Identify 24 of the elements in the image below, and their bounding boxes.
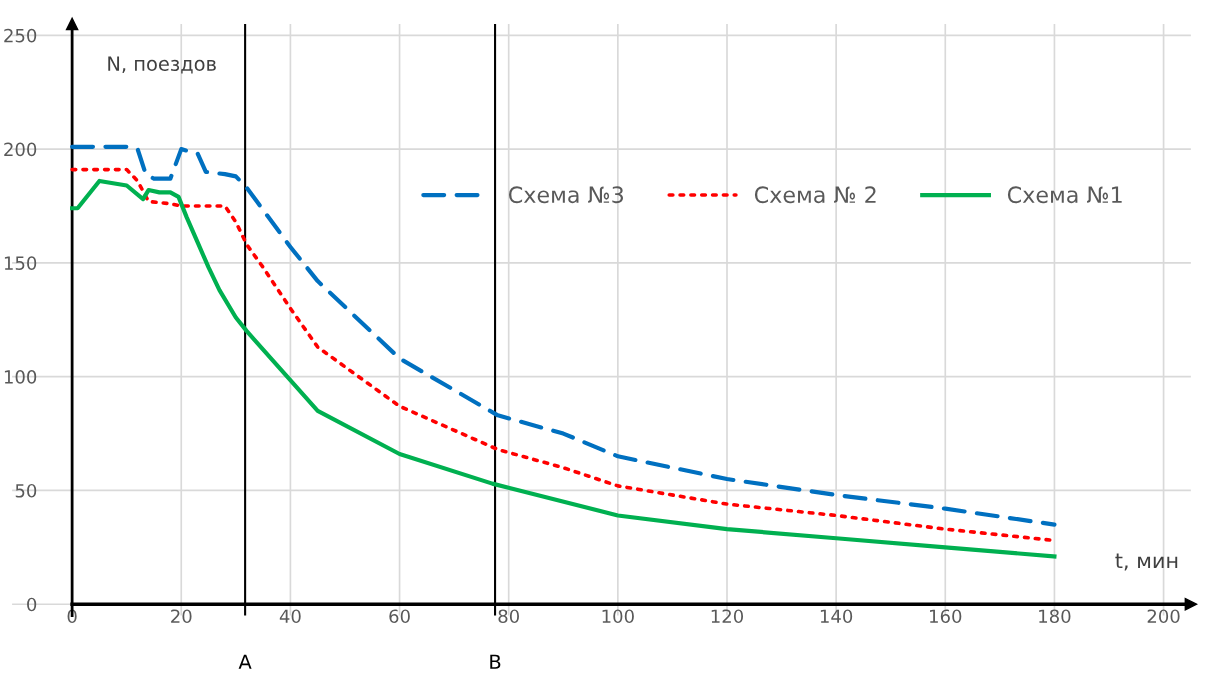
x-tick-label: 100 (602, 609, 634, 624)
x-tick-label: 0 (67, 609, 77, 624)
x-tick-label: 60 (389, 609, 410, 624)
x-axis-title: t, мин (1115, 553, 1178, 571)
y-tick-label: 250 (4, 28, 37, 43)
x-tick-label: 20 (171, 609, 192, 624)
legend-label: Схема № 2 (754, 186, 876, 204)
x-tick-label: 160 (930, 609, 962, 624)
x-tick-label: 140 (820, 609, 853, 624)
ref-line-label: A (238, 654, 252, 669)
ref-line-label: B (490, 654, 501, 669)
y-tick-label: 0 (27, 597, 37, 612)
y-tick-label: 50 (15, 483, 37, 498)
y-tick-label: 150 (4, 256, 37, 270)
legend-label: Схема №1 (1007, 186, 1122, 204)
x-tick-label: 40 (279, 609, 301, 624)
y-axis-title: N, поездов (108, 56, 216, 74)
x-tick-label: 180 (1039, 609, 1071, 624)
legend-label: Схема №3 (509, 186, 624, 204)
x-tick-label: 80 (498, 609, 519, 624)
x-tick-label: 200 (1147, 609, 1180, 624)
y-tick-label: 100 (4, 370, 37, 384)
x-tick-label: 120 (711, 609, 744, 624)
y-tick-label: 200 (4, 142, 37, 157)
